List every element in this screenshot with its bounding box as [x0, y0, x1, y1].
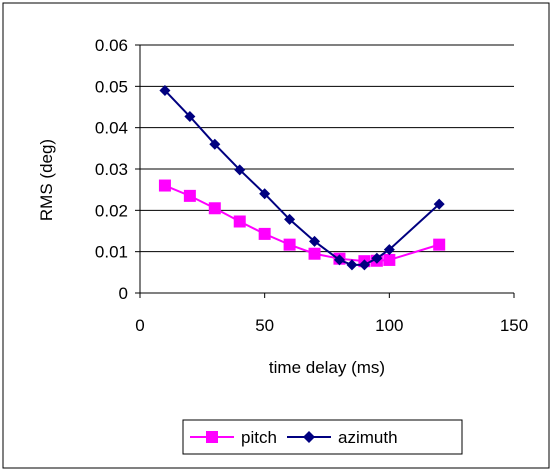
data-point-azimuth [284, 213, 296, 225]
axes: 0 0.01 0.02 0.03 0.04 0.05 0.06 0 50 100 150 [95, 36, 528, 335]
data-point-azimuth [309, 235, 321, 247]
y-tick-label: 0.06 [95, 36, 128, 55]
x-axis-label: time delay (ms) [269, 358, 385, 377]
data-point-pitch [233, 215, 246, 228]
data-point-pitch [383, 253, 396, 266]
x-tick-label: 100 [375, 316, 403, 335]
y-axis-label: RMS (deg) [37, 139, 56, 221]
data-point-pitch [258, 227, 271, 240]
data-point-azimuth [259, 188, 271, 200]
data-point-pitch [158, 179, 171, 192]
data-point-pitch [183, 189, 196, 202]
gridlines [140, 44, 514, 253]
legend-label-azimuth: azimuth [338, 428, 398, 447]
data-point-pitch [208, 202, 221, 215]
x-tick-label: 0 [135, 316, 144, 335]
data-point-pitch [283, 238, 296, 251]
data-point-azimuth [383, 244, 395, 256]
data-point-azimuth [234, 164, 246, 176]
data-point-azimuth [358, 259, 370, 271]
data-point-azimuth [346, 259, 358, 271]
data-point-pitch [433, 238, 446, 251]
chart-border [2, 2, 550, 469]
data-point-azimuth [184, 111, 196, 123]
x-tick-label: 150 [500, 316, 528, 335]
legend-marker-azimuth [303, 431, 315, 443]
legend-marker-pitch [206, 431, 218, 443]
data-point-azimuth [209, 138, 221, 150]
y-tick-label: 0.05 [95, 77, 128, 96]
y-tick-label: 0.01 [95, 243, 128, 262]
data-point-azimuth [433, 198, 445, 210]
y-tick-label: 0.02 [95, 201, 128, 220]
y-tick-label: 0 [119, 284, 128, 303]
data-point-azimuth [333, 254, 345, 266]
data-point-pitch [308, 247, 321, 260]
series-group [158, 84, 446, 271]
legend-label-pitch: pitch [241, 428, 277, 447]
data-point-azimuth [371, 252, 383, 264]
legend: pitch azimuth [182, 419, 463, 455]
data-point-azimuth [159, 84, 171, 96]
y-tick-label: 0.04 [95, 119, 128, 138]
y-tick-label: 0.03 [95, 160, 128, 179]
x-tick-label: 50 [255, 316, 274, 335]
